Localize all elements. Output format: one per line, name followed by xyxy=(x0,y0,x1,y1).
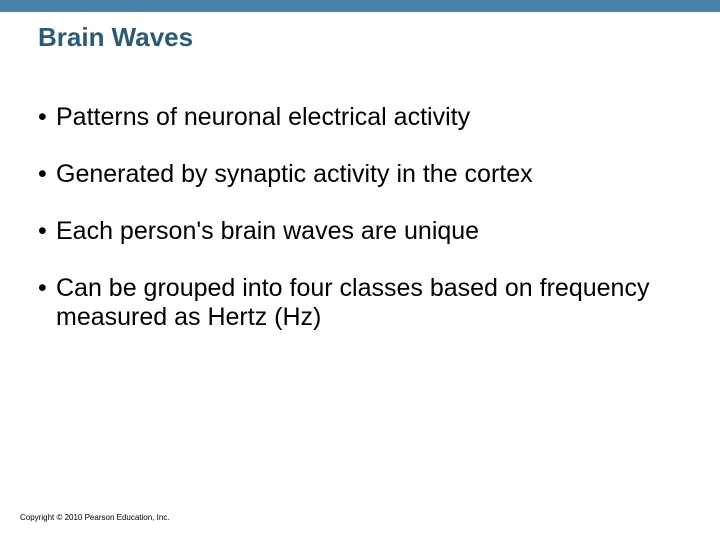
bullet-item: • Can be grouped into four classes based… xyxy=(38,274,682,332)
copyright-footer: Copyright © 2010 Pearson Education, Inc. xyxy=(20,513,170,522)
bullet-text: Each person's brain waves are unique xyxy=(56,217,479,246)
bullet-text: Patterns of neuronal electrical activity xyxy=(56,103,470,132)
bullet-text: Can be grouped into four classes based o… xyxy=(56,274,682,332)
slide-content: • Patterns of neuronal electrical activi… xyxy=(0,103,720,332)
bullet-marker: • xyxy=(38,217,56,246)
bullet-item: • Patterns of neuronal electrical activi… xyxy=(38,103,682,132)
top-accent-bar xyxy=(0,0,720,12)
bullet-marker: • xyxy=(38,274,56,303)
bullet-marker: • xyxy=(38,160,56,189)
bullet-marker: • xyxy=(38,103,56,132)
bullet-item: • Each person's brain waves are unique xyxy=(38,217,682,246)
bullet-item: • Generated by synaptic activity in the … xyxy=(38,160,682,189)
bullet-text: Generated by synaptic activity in the co… xyxy=(56,160,533,189)
slide-title: Brain Waves xyxy=(0,22,720,53)
